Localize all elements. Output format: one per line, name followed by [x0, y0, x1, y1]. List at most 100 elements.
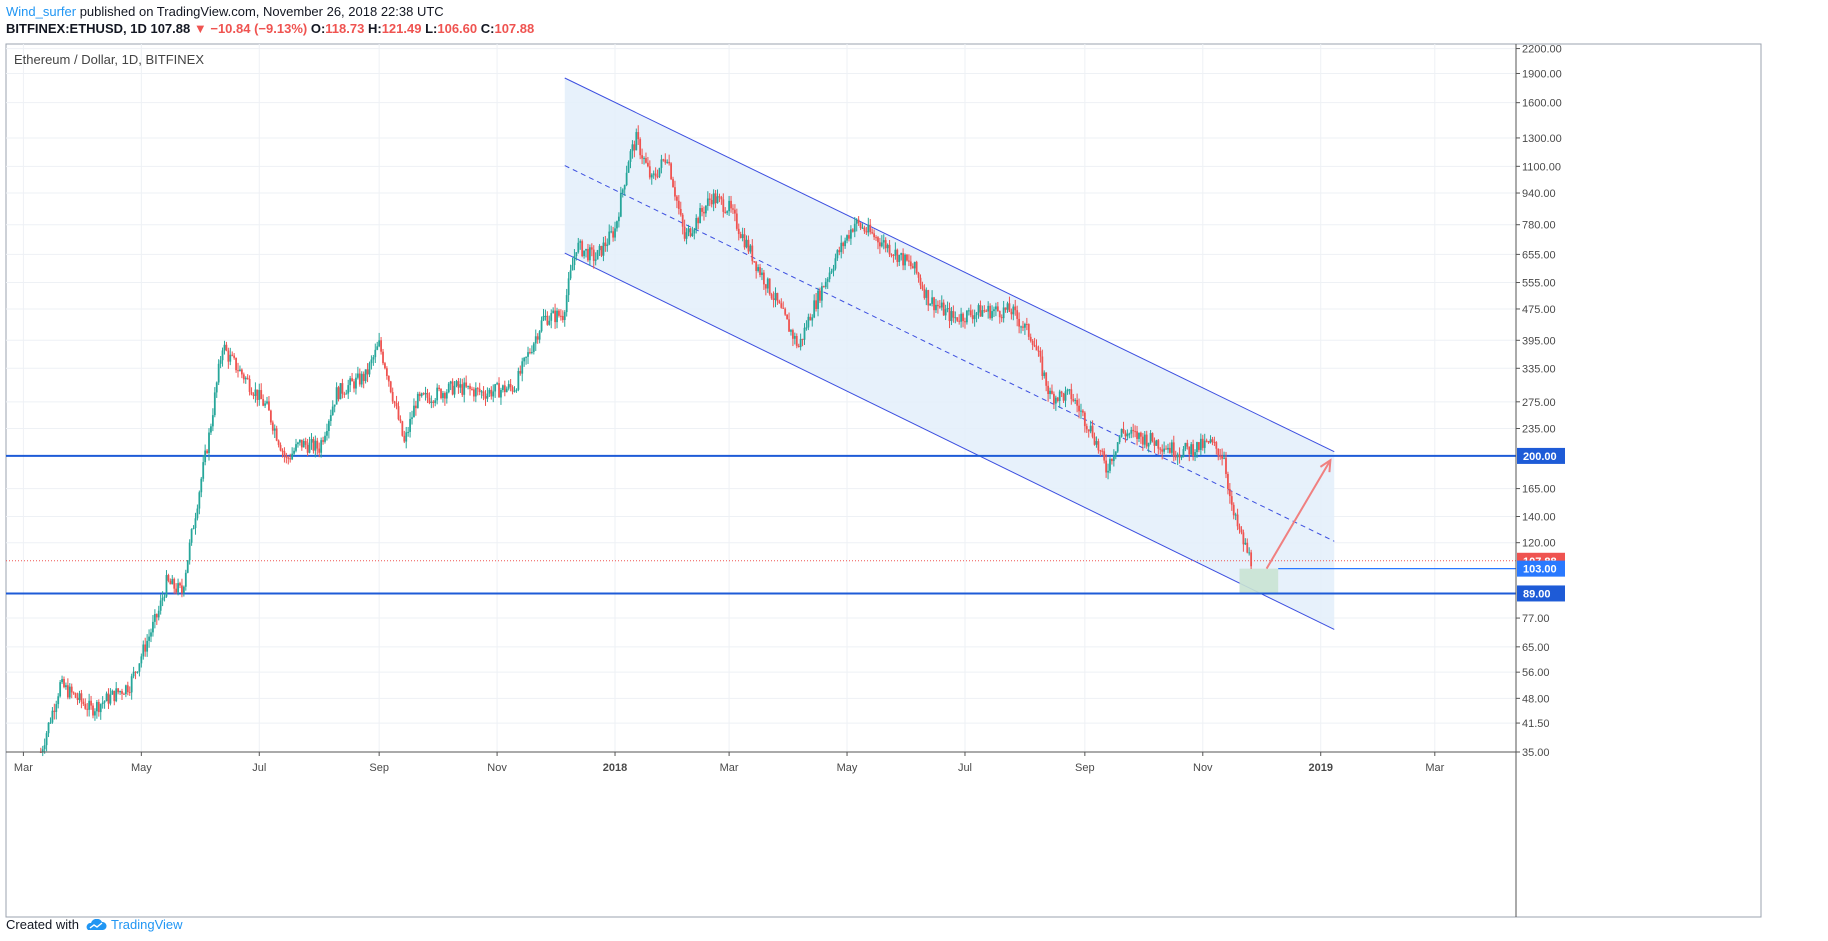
candle-body: [517, 370, 520, 390]
candle-body: [1122, 428, 1125, 433]
candle-body: [950, 311, 953, 322]
candle-body: [617, 216, 620, 222]
candle-body: [1238, 526, 1241, 530]
candle-body: [472, 389, 475, 397]
candle-body: [691, 233, 694, 236]
candle-body: [447, 383, 450, 393]
candle-body: [542, 315, 545, 321]
candle-body: [548, 320, 551, 325]
candle-body: [911, 266, 914, 269]
candle-body: [384, 363, 386, 369]
candle-body: [590, 247, 593, 250]
candle-body: [739, 234, 742, 239]
price-axis[interactable]: 2200.00 1900.00 1600.00 1300.00 1100.00 940.0…: [1515, 44, 1562, 917]
price-label-text: 200.00: [1523, 451, 1557, 463]
candle-body: [1234, 514, 1237, 516]
candle-body: [1047, 385, 1050, 395]
y-tick-label: 77.00: [1522, 613, 1550, 625]
candle-body: [1196, 442, 1198, 453]
candle-body: [391, 392, 394, 402]
candle-body: [583, 250, 585, 257]
candle-body: [484, 395, 487, 399]
candle-body: [66, 685, 69, 698]
candle-body: [699, 208, 701, 224]
candle-body: [449, 381, 452, 384]
candle-body: [117, 688, 120, 693]
candle-body: [88, 700, 91, 710]
candle-body: [366, 369, 369, 375]
candle-body: [1120, 428, 1123, 437]
candle-body: [695, 217, 698, 230]
candle-body: [1209, 439, 1212, 443]
candle-body: [745, 239, 748, 248]
candle-body: [70, 686, 73, 693]
candle-body: [175, 588, 178, 593]
candle-body: [94, 711, 96, 716]
candle-body: [53, 710, 56, 712]
candle-body: [863, 227, 866, 232]
candle-body: [567, 278, 570, 296]
candle-body: [107, 693, 110, 704]
candle-body: [616, 221, 618, 229]
candle-body: [469, 385, 471, 389]
candle-body: [233, 355, 236, 358]
candle-body: [353, 381, 355, 389]
candle-body: [726, 211, 729, 213]
candle-body: [672, 179, 674, 188]
candle-body: [246, 377, 249, 380]
time-axis[interactable]: Mar May Jul Sep Nov 2018 Mar May Jul Sep Nov 2019 Ma…: [6, 751, 1516, 774]
x-tick-label: May: [837, 762, 858, 774]
tradingview-link[interactable]: TradingView: [85, 917, 183, 932]
candle-body: [1242, 532, 1245, 545]
candle-body: [637, 132, 640, 140]
candle-body: [109, 694, 112, 704]
candle-body: [420, 393, 423, 397]
candle-body: [1004, 307, 1007, 310]
candle-body: [909, 261, 912, 267]
candle-body: [215, 382, 218, 393]
candle-body: [780, 303, 783, 308]
candle-body: [811, 317, 814, 321]
candle-body: [1236, 514, 1239, 527]
candle-body: [1010, 311, 1013, 315]
candle-body: [532, 343, 535, 352]
candle-body: [440, 388, 442, 399]
candle-body: [921, 285, 924, 289]
candle-body: [422, 393, 425, 395]
candle-body: [95, 702, 98, 712]
y-tick-label: 335.00: [1522, 363, 1556, 375]
candle-body: [41, 749, 44, 753]
candle-body: [482, 391, 485, 396]
x-tick-label: Sep: [369, 762, 389, 774]
candle-body: [979, 305, 982, 317]
candle-body: [202, 462, 205, 479]
candle-body: [927, 290, 930, 306]
candle-body: [641, 155, 643, 159]
candle-body: [977, 305, 980, 313]
candle-body: [1244, 542, 1247, 545]
candle-body: [411, 417, 413, 419]
candle-body: [51, 710, 54, 723]
candle-body: [598, 245, 601, 251]
x-tick-label: Jul: [958, 762, 972, 774]
candle-body: [782, 307, 785, 309]
candle-body: [631, 144, 634, 152]
candle-body: [1207, 440, 1210, 443]
candle-body: [256, 389, 259, 400]
author-link[interactable]: Wind_surfer: [6, 4, 77, 19]
y-tick-label: 275.00: [1522, 397, 1556, 409]
candle-body: [324, 435, 326, 442]
candle-body: [1082, 410, 1084, 413]
candle-body: [701, 208, 703, 212]
candle-body: [208, 432, 210, 454]
candle-body: [188, 542, 191, 561]
candle-body: [244, 377, 247, 380]
candle-body: [177, 583, 179, 593]
candle-body: [530, 351, 533, 353]
candle-body: [1066, 389, 1069, 392]
candle-body: [981, 310, 984, 317]
candle-body: [523, 357, 526, 362]
candle-body: [822, 286, 825, 288]
candle-body: [894, 249, 897, 256]
